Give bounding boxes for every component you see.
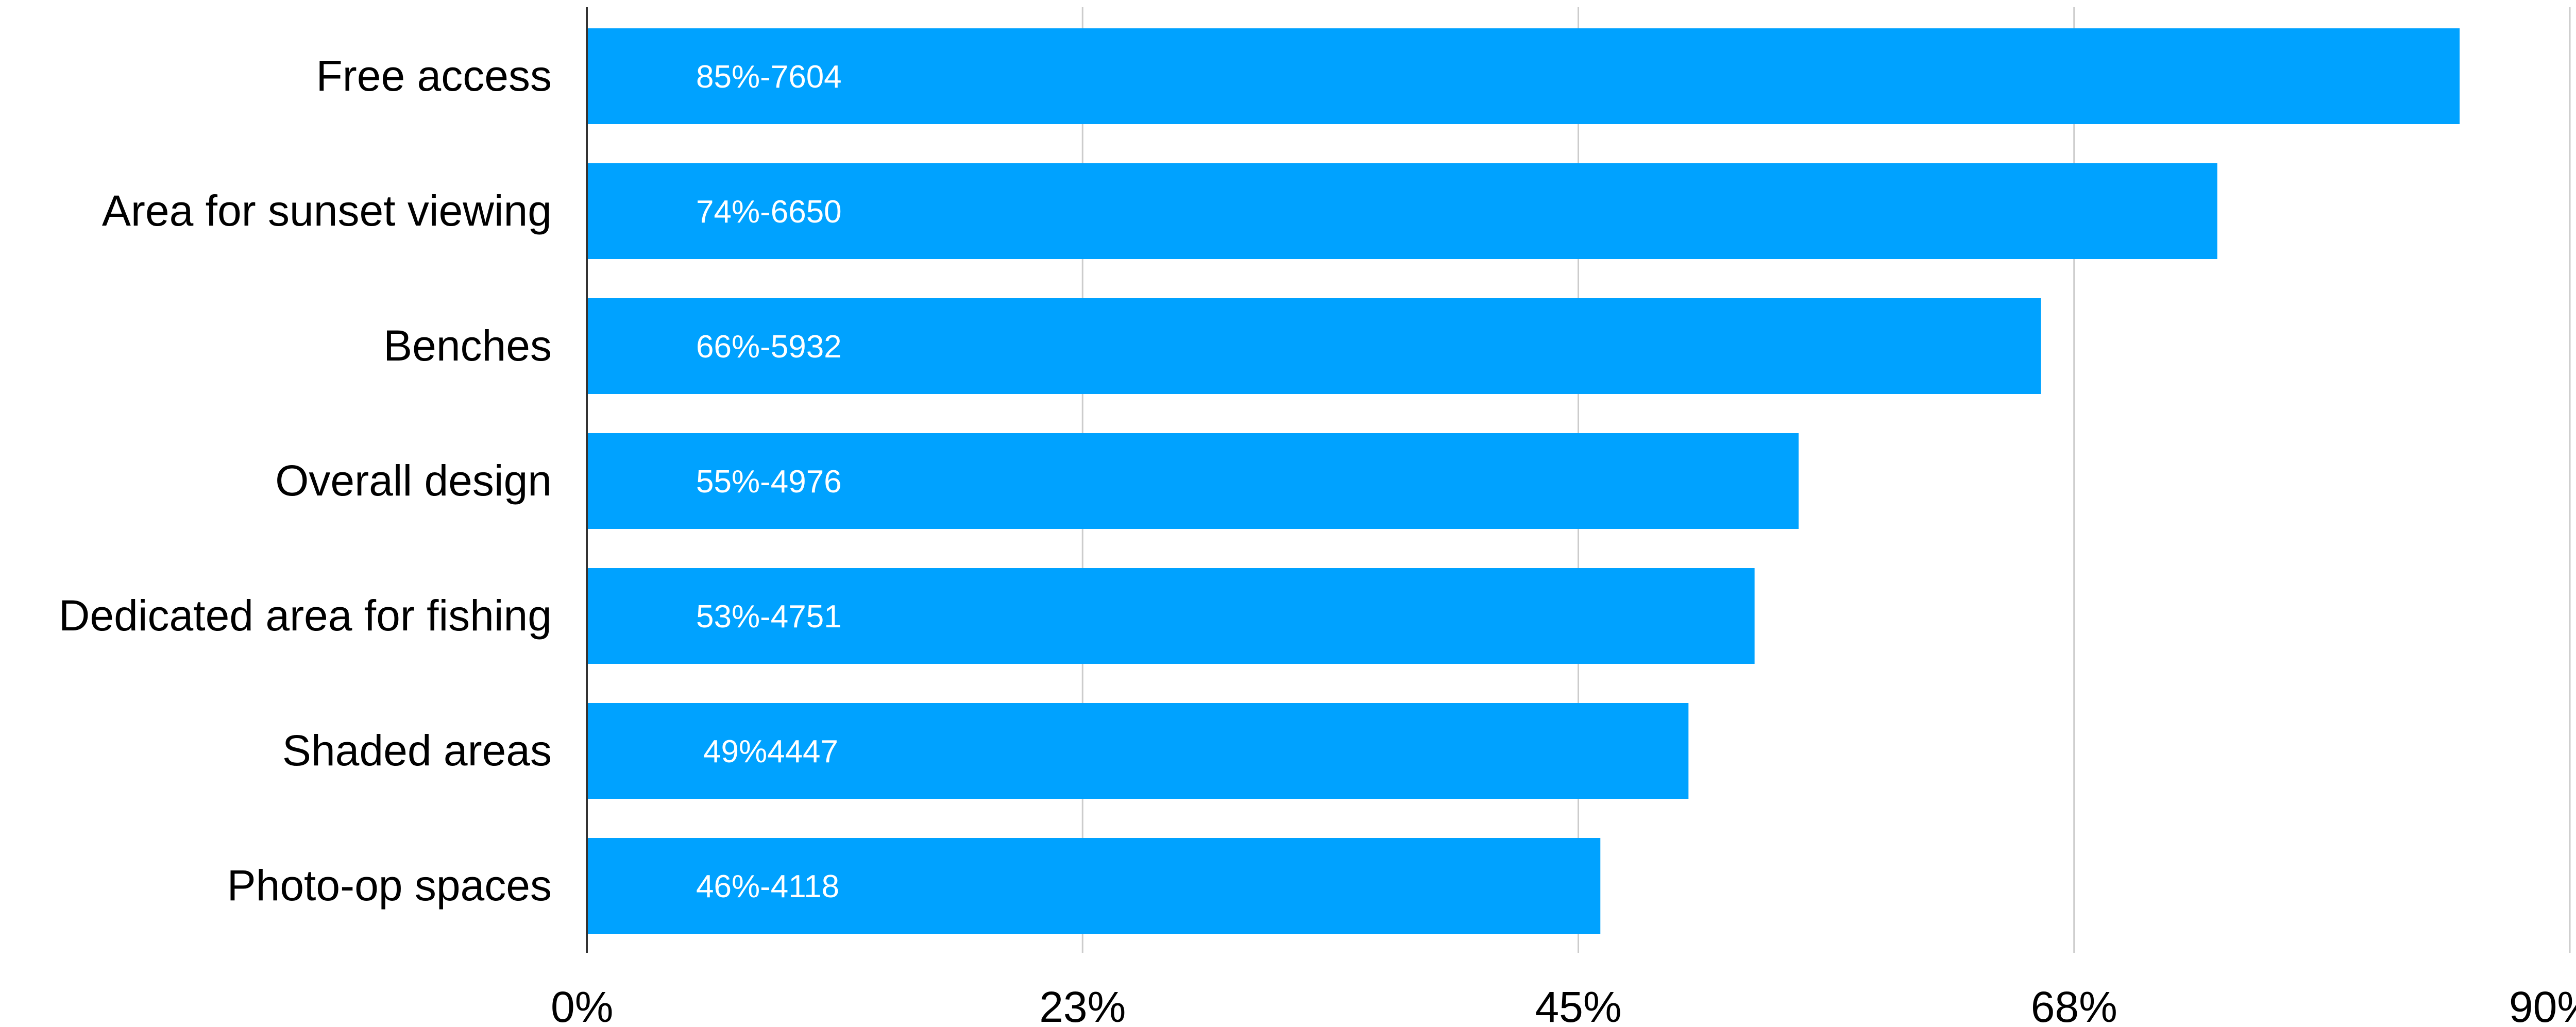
category-label: Benches	[383, 321, 552, 370]
tick-labels: 0% 23% 45% 68% 90%	[551, 983, 2576, 1027]
bars: 85%-7604 74%-6650 66%-5932 55%-4976 53%-4751…	[587, 28, 2460, 934]
category-label: Dedicated area for fishing	[59, 591, 552, 640]
bar	[587, 298, 2041, 394]
bar	[587, 568, 1755, 664]
x-tick-label: 68%	[2031, 983, 2117, 1027]
bar-data-label: 46%-4118	[696, 869, 839, 904]
bar-data-label: 74%-6650	[696, 194, 842, 230]
bar	[587, 163, 2217, 259]
bar-data-label: 49%4447	[703, 734, 838, 769]
x-tick-label: 90%	[2509, 983, 2576, 1027]
x-tick-label: 0%	[551, 983, 613, 1027]
bar	[587, 703, 1689, 799]
x-tick-label: 23%	[1039, 983, 1126, 1027]
bar-data-label: 66%-5932	[696, 329, 842, 365]
bar	[587, 433, 1799, 529]
bar-data-label: 55%-4976	[696, 464, 842, 500]
bar	[587, 838, 1601, 934]
category-label: Overall design	[275, 456, 552, 505]
category-label: Photo-op spaces	[227, 861, 552, 910]
category-label: Area for sunset viewing	[102, 186, 552, 235]
x-tick-label: 45%	[1535, 983, 1621, 1027]
category-label: Free access	[316, 52, 552, 100]
category-label: Shaded areas	[282, 726, 552, 775]
bar	[587, 28, 2460, 124]
category-labels: Free access Area for sunset viewing Benche…	[59, 52, 552, 910]
bar-data-label: 53%-4751	[696, 599, 842, 635]
bar-data-label: 85%-7604	[696, 59, 842, 95]
